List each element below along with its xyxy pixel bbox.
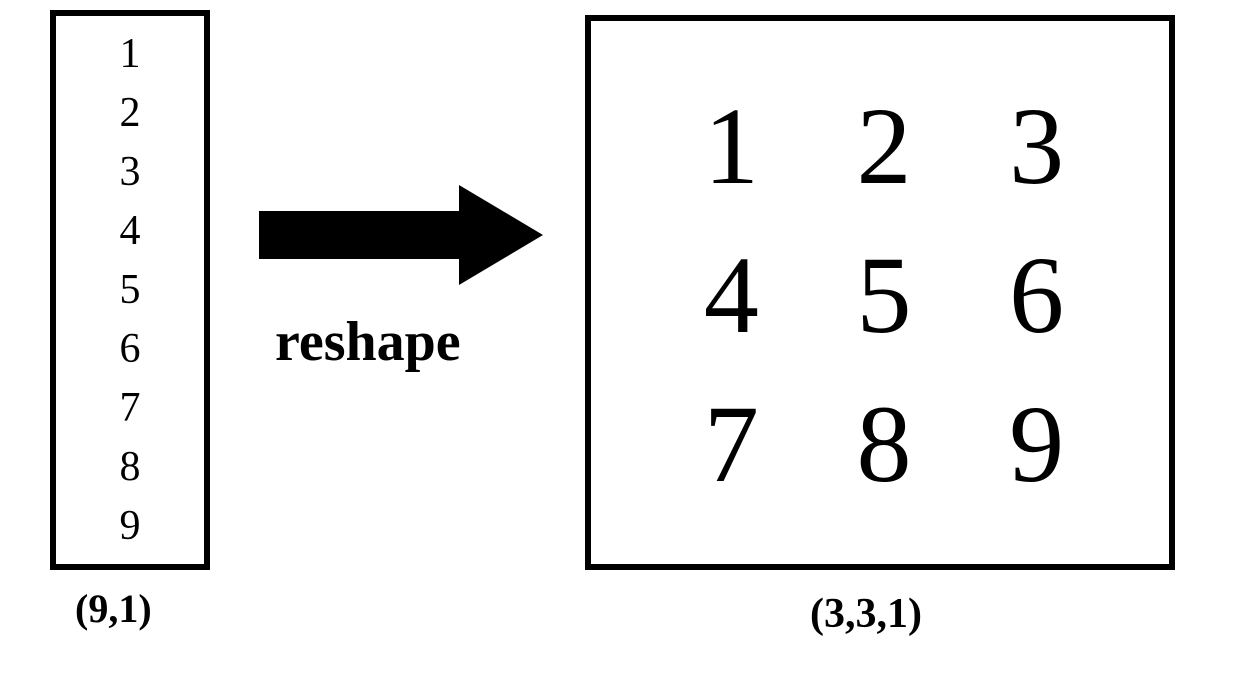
matrix-cell: 8 bbox=[856, 389, 911, 499]
matrix-cell: 1 bbox=[704, 91, 759, 201]
matrix-cell: 7 bbox=[704, 389, 759, 499]
vector-item: 3 bbox=[120, 151, 141, 193]
diagram-stage: 123456789 (9,1) reshape 123456789 (3,3,1… bbox=[0, 0, 1240, 680]
vector-item: 9 bbox=[120, 505, 141, 547]
arrow-head bbox=[459, 185, 543, 285]
vector-item: 2 bbox=[120, 92, 141, 134]
matrix-box: 123 456 789 bbox=[585, 15, 1175, 570]
matrix-cell: 4 bbox=[704, 240, 759, 350]
matrix-cell: 3 bbox=[1009, 91, 1064, 201]
reshape-label: reshape bbox=[275, 310, 461, 374]
matrix-cell: 6 bbox=[1009, 240, 1064, 350]
matrix-grid: 123 456 789 bbox=[591, 21, 1169, 564]
vector-item: 7 bbox=[120, 387, 141, 429]
vector-item: 4 bbox=[120, 210, 141, 252]
vector-item: 1 bbox=[120, 33, 141, 75]
matrix-cell: 9 bbox=[1009, 389, 1064, 499]
matrix-caption: (3,3,1) bbox=[810, 590, 922, 638]
arrow-shaft bbox=[259, 211, 459, 259]
vector-box: 1 2 3 4 5 6 7 8 9 bbox=[50, 10, 210, 570]
matrix-cell: 5 bbox=[856, 240, 911, 350]
vector-item: 6 bbox=[120, 328, 141, 370]
vector-item: 8 bbox=[120, 446, 141, 488]
matrix-cell: 2 bbox=[856, 91, 911, 201]
vector-item: 5 bbox=[120, 269, 141, 311]
arrow-icon bbox=[245, 175, 545, 295]
reshape-arrow bbox=[245, 175, 545, 295]
vector-caption: (9,1) bbox=[75, 585, 152, 632]
